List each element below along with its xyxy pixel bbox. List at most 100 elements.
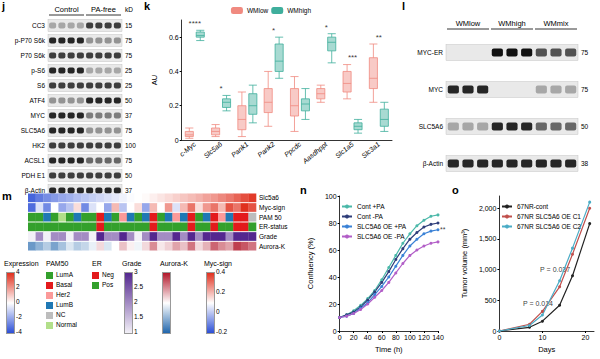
svg-text:2,000: 2,000 <box>479 205 497 212</box>
svg-text:Grade: Grade <box>259 233 277 240</box>
svg-text:120: 120 <box>418 334 430 341</box>
svg-text:0: 0 <box>493 328 497 335</box>
svg-text:WMlow: WMlow <box>456 19 481 28</box>
svg-text:p-P70 S6k: p-P70 S6k <box>15 37 46 45</box>
svg-text:Tumor volume (mm³): Tumor volume (mm³) <box>460 228 469 298</box>
svg-text:100: 100 <box>325 193 337 200</box>
svg-text:MYC: MYC <box>31 112 46 119</box>
svg-text:40: 40 <box>329 274 337 281</box>
svg-text:P70 S6k: P70 S6k <box>20 52 45 59</box>
svg-text:Control: Control <box>54 5 79 14</box>
svg-text:β-Actin: β-Actin <box>423 160 444 168</box>
svg-text:67NR SLC5A6 OE C1: 67NR SLC5A6 OE C1 <box>517 213 581 220</box>
svg-text:*: * <box>272 26 275 35</box>
svg-text:SLC5A6: SLC5A6 <box>419 123 444 130</box>
svg-text:PDH E1: PDH E1 <box>22 172 46 179</box>
svg-text:60: 60 <box>329 247 337 254</box>
svg-text:S6: S6 <box>37 82 45 89</box>
svg-text:75: 75 <box>581 49 589 56</box>
svg-text:0.4: 0.4 <box>169 68 179 75</box>
svg-text:**: ** <box>440 226 446 233</box>
svg-text:60: 60 <box>378 334 386 341</box>
svg-text:37: 37 <box>125 187 133 194</box>
svg-text:75: 75 <box>125 37 133 44</box>
svg-text:ER-status: ER-status <box>259 223 288 230</box>
html-text:m: m <box>2 190 12 202</box>
svg-text:**: ** <box>376 33 382 42</box>
svg-text:20: 20 <box>350 334 358 341</box>
svg-text:WMlow: WMlow <box>247 7 269 14</box>
svg-text:p-S6: p-S6 <box>31 67 45 75</box>
svg-text:75: 75 <box>581 86 589 93</box>
svg-text:Confluency (%): Confluency (%) <box>306 237 315 289</box>
svg-text:MYC: MYC <box>429 86 444 93</box>
svg-text:***: *** <box>348 53 357 62</box>
svg-text:0.6: 0.6 <box>169 34 179 41</box>
svg-text:kD: kD <box>125 6 133 13</box>
svg-text:Myc-sign: Myc-sign <box>259 204 285 212</box>
svg-text:80: 80 <box>392 334 400 341</box>
svg-text:0: 0 <box>175 137 179 144</box>
svg-text:****: **** <box>189 19 201 28</box>
svg-text:0: 0 <box>338 334 342 341</box>
svg-text:15: 15 <box>125 22 133 29</box>
svg-text:*: * <box>325 23 328 32</box>
svg-text:Slc5a6: Slc5a6 <box>259 194 279 201</box>
svg-text:100: 100 <box>404 334 416 341</box>
svg-text:40: 40 <box>364 334 372 341</box>
svg-text:Aasdhppt: Aasdhppt <box>301 140 330 166</box>
svg-text:c-Myc: c-Myc <box>178 140 198 158</box>
svg-text:β-Actin: β-Actin <box>24 186 45 194</box>
svg-text:37: 37 <box>125 112 133 119</box>
svg-text:PA-free: PA-free <box>91 5 116 14</box>
svg-text:Cont -PA: Cont -PA <box>357 213 384 220</box>
svg-text:500: 500 <box>485 297 497 304</box>
svg-text:PAM 50: PAM 50 <box>259 214 282 221</box>
svg-text:20: 20 <box>582 334 590 341</box>
svg-text:50: 50 <box>125 172 133 179</box>
svg-text:HK2: HK2 <box>32 142 45 149</box>
svg-text:80: 80 <box>329 220 337 227</box>
svg-text:Ppcdc: Ppcdc <box>283 140 303 159</box>
svg-text:38: 38 <box>581 160 589 167</box>
svg-text:MYC-ER: MYC-ER <box>417 49 443 56</box>
svg-text:WMmix: WMmix <box>544 19 569 28</box>
svg-text:Slc5a6: Slc5a6 <box>202 140 223 159</box>
svg-text:Aurora-K: Aurora-K <box>259 243 286 250</box>
svg-text:0.2: 0.2 <box>169 102 179 109</box>
svg-text:AU: AU <box>150 75 159 85</box>
svg-text:Cont +PA: Cont +PA <box>357 203 385 210</box>
svg-text:0: 0 <box>497 334 501 341</box>
svg-text:75: 75 <box>125 52 133 59</box>
svg-text:100: 100 <box>125 142 136 149</box>
svg-text:SLC5A6: SLC5A6 <box>21 127 46 134</box>
svg-text:25: 25 <box>125 67 133 74</box>
svg-text:75: 75 <box>125 127 133 134</box>
svg-text:140: 140 <box>432 334 444 341</box>
svg-text:67NR-cont: 67NR-cont <box>517 203 548 210</box>
svg-text:20: 20 <box>329 301 337 308</box>
svg-text:Pank2: Pank2 <box>256 140 276 158</box>
svg-text:Slc3a1: Slc3a1 <box>360 140 381 159</box>
svg-text:Slc1a5: Slc1a5 <box>334 140 355 159</box>
svg-text:CC3: CC3 <box>32 22 45 29</box>
svg-text:WMhigh: WMhigh <box>287 7 311 15</box>
svg-text:1,500: 1,500 <box>479 235 497 242</box>
svg-text:10: 10 <box>539 334 547 341</box>
svg-text:50: 50 <box>125 97 133 104</box>
svg-text:Days: Days <box>538 345 555 354</box>
svg-text:Pank1: Pank1 <box>230 140 250 158</box>
svg-text:50: 50 <box>581 123 589 130</box>
svg-text:25: 25 <box>125 82 133 89</box>
svg-text:*: * <box>220 84 223 93</box>
svg-text:67NR SLC5A6 OE C2: 67NR SLC5A6 OE C2 <box>517 223 581 230</box>
svg-text:Time (h): Time (h) <box>375 345 403 354</box>
svg-text:ATF4: ATF4 <box>30 97 46 104</box>
svg-text:1,000: 1,000 <box>479 266 497 273</box>
svg-text:SLC5A6 OE +PA: SLC5A6 OE +PA <box>357 223 407 230</box>
svg-text:75: 75 <box>125 157 133 164</box>
svg-text:WMhigh: WMhigh <box>498 19 526 28</box>
svg-text:ACSL1: ACSL1 <box>24 157 45 164</box>
svg-text:0: 0 <box>333 328 337 335</box>
svg-text:SLC5A6 OE -PA: SLC5A6 OE -PA <box>357 233 405 240</box>
